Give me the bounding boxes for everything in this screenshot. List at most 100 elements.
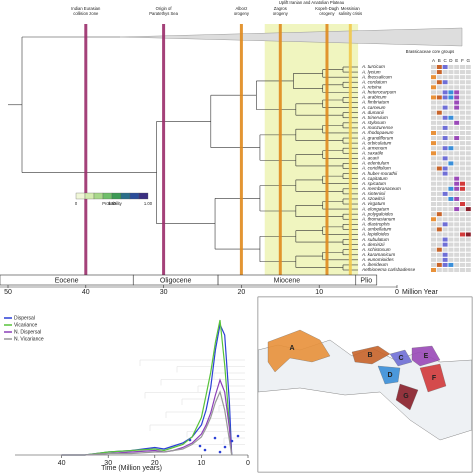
area-cell [460,146,465,151]
species-label: A. stylosum [361,120,386,125]
area-cell [442,262,448,267]
area-cell [442,146,448,151]
area-cell [442,247,448,252]
area-cell [454,70,460,75]
area-cell [465,222,471,227]
epoch-label: Oligocene [160,277,192,284]
area-cell [436,120,442,125]
area-cell [442,105,448,110]
area-cell [436,242,442,247]
area-cell [431,125,436,130]
area-cell [454,247,460,252]
area-cell [465,85,471,90]
area-cell [460,186,465,191]
area-cell [436,262,442,267]
area-cell [448,207,454,212]
area-cell [460,242,465,247]
area-cell [460,237,465,242]
area-cell [454,176,460,181]
region [395,383,419,411]
area-cell [436,247,442,252]
area-cell [448,105,454,110]
area-cell [465,115,471,120]
area-cell [448,247,454,252]
area-cell [448,242,454,247]
area-cell [436,268,442,272]
area-cell [436,65,442,69]
area-cell [448,85,454,90]
area-cell [431,237,436,242]
area-cell [442,136,448,141]
area-cell [436,207,442,212]
area-cell [460,181,465,186]
area-cell [465,232,471,237]
area-cell [436,125,442,130]
area-header: B [438,58,441,63]
area-cell [454,75,460,80]
area-cell [465,257,471,262]
area-cell [436,237,442,242]
legend-tick: 1.00 [144,201,153,206]
area-cell [454,146,460,151]
species-label: A. demirizii [361,242,385,247]
species-label: Aethionema carlsbadense [361,267,416,272]
area-cell [460,136,465,141]
area-cell [465,146,471,151]
area-cell [442,161,448,166]
area-cell [465,171,471,176]
epoch-box [355,274,378,286]
area-cell [431,191,436,196]
area-cell [454,232,460,237]
region-label: E [424,353,429,360]
area-cell [442,202,448,207]
event-label: Origin of [156,6,173,11]
area-cell [454,171,460,176]
area-cell [448,202,454,207]
event-dot [218,450,222,454]
area-cell [436,196,442,201]
area-cell [436,136,442,141]
area-cell [436,161,442,166]
area-cell [448,166,454,171]
event-label: orogeny [319,11,335,16]
epoch-label: Plio [360,277,372,284]
legend-label: Dispersal [14,315,35,321]
species-label: A. heterocarpum [361,90,396,95]
area-cell [431,75,436,80]
event-dot [203,448,207,452]
species-label: A. huber-morathii [361,171,398,176]
legend-swatch [84,192,95,200]
background-tree [197,385,245,392]
area-cell [436,115,442,120]
area-cell [448,95,454,100]
area-cell [465,176,471,181]
area-cell [431,268,436,272]
species-label: A. trinervium [361,115,388,120]
area-cell [448,252,454,257]
event-label: Kopeh-Dagh [315,6,339,11]
area-cell [448,120,454,125]
area-cell [442,171,448,176]
x-tick-label: 40 [58,460,66,467]
area-cell [436,156,442,161]
region-label: G [403,393,409,400]
area-cell [460,100,465,105]
area-cell [460,227,465,232]
area-cell [448,70,454,75]
area-cell [442,227,448,232]
area-cell [465,100,471,105]
area-cell [442,85,448,90]
background-tree [139,359,245,366]
species-label: A. thessalicum [361,74,392,79]
area-cell [442,130,448,135]
area-cell [448,227,454,232]
area-cell [442,191,448,196]
area-cell [436,202,442,207]
area-cell [460,247,465,252]
area-cell [431,176,436,181]
species-label: A. coridifolium [361,166,391,171]
uplift-band [264,24,359,275]
area-cell [460,217,465,222]
area-cell [442,252,448,257]
